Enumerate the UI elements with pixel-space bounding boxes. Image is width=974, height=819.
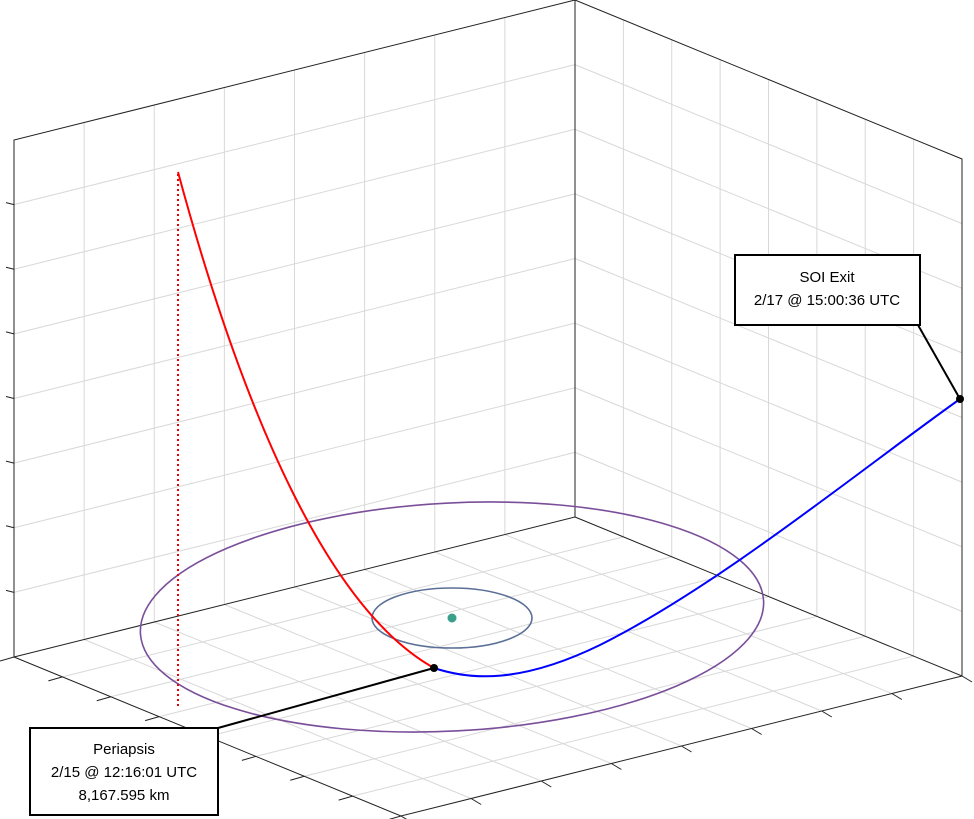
ticks [0, 202, 973, 819]
inbound-trajectory [177, 171, 435, 669]
tick-mark [400, 815, 407, 819]
tick-mark [5, 266, 15, 270]
grid [13, 17, 963, 799]
periapsis-time: 2/15 @ 12:16:01 UTC [51, 764, 197, 781]
periapsis-distance: 8,167.595 km [79, 787, 170, 804]
periapsis-box [29, 727, 219, 816]
soi-point [956, 395, 964, 403]
tick-mark [5, 396, 15, 399]
outbound-trajectory [433, 398, 961, 678]
soi-time: 2/17 @ 15:00:36 UTC [754, 292, 900, 309]
soi-leader [917, 324, 961, 400]
grid-line [13, 193, 576, 335]
left-wall-edge [13, 0, 576, 658]
tick-mark [540, 780, 552, 788]
grid-line [13, 128, 576, 270]
periapsis-title: Periapsis [93, 741, 155, 758]
inner-orbit [371, 587, 533, 649]
grid-line [255, 615, 817, 757]
grid-line [574, 258, 963, 418]
grid-line [304, 635, 866, 777]
tick-mark [470, 798, 482, 805]
tick-mark [241, 755, 257, 761]
soi-box [734, 254, 921, 326]
tick-mark [290, 775, 305, 781]
tick-mark [96, 696, 111, 702]
grid-line [13, 258, 576, 399]
tick-mark [0, 656, 15, 662]
grid-line [207, 596, 769, 737]
periapsis-leader [217, 667, 435, 729]
tick-mark [5, 589, 15, 593]
grid-line [154, 621, 542, 782]
tick-mark [338, 795, 353, 801]
tick-mark [681, 745, 692, 753]
tick-mark [821, 710, 833, 718]
box-frame [13, 0, 963, 817]
grid-line [13, 64, 576, 206]
tick-mark [388, 815, 402, 819]
tick-mark [5, 202, 15, 206]
right-wall-edge [574, 0, 963, 677]
tick-mark [611, 763, 622, 770]
tick-mark [5, 331, 15, 335]
tick-mark [891, 693, 903, 700]
outer-orbit [139, 501, 765, 733]
grid-line [352, 655, 914, 797]
soi-title: SOI Exit [799, 269, 855, 286]
tick-mark [961, 675, 973, 683]
grid-line [574, 64, 963, 225]
planet [447, 613, 457, 623]
grid-line [224, 604, 612, 764]
tick-mark [5, 460, 15, 464]
tick-mark [751, 728, 762, 735]
tick-mark [48, 676, 63, 682]
tick-mark [5, 525, 15, 529]
tick-mark [144, 716, 160, 722]
periapsis-point [430, 664, 438, 672]
